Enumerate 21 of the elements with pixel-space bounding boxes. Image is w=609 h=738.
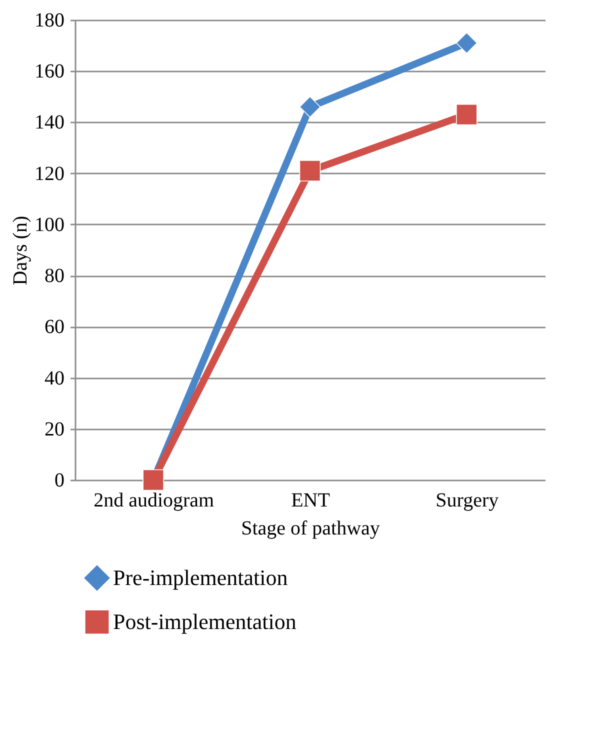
y-tick-label: 120 — [34, 162, 64, 185]
point — [299, 96, 321, 118]
y-tick-label: 20 — [44, 418, 64, 440]
legend-label: Pre-implementation — [113, 565, 288, 590]
x-tick-label: Surgery — [436, 490, 499, 512]
x-tick-label: 2nd audiogram — [94, 490, 215, 512]
x-tick-label: ENT — [291, 490, 330, 512]
y-axis-title: Days (n) — [10, 216, 32, 286]
y-tick-label: 100 — [34, 214, 64, 236]
point — [456, 32, 478, 54]
y-tick-label: 160 — [34, 60, 64, 83]
y-tick-label: 60 — [44, 316, 64, 338]
legend-label: Post-implementation — [113, 609, 296, 634]
y-tick-label: 40 — [44, 367, 64, 390]
y-tick-label: 180 — [34, 10, 64, 32]
y-tick-label: 0 — [54, 470, 64, 492]
point — [456, 104, 478, 126]
y-tick-label: 140 — [34, 112, 64, 134]
point — [299, 160, 321, 182]
y-tick-label: 80 — [44, 265, 64, 288]
x-axis-title: Stage of pathway — [241, 518, 380, 540]
